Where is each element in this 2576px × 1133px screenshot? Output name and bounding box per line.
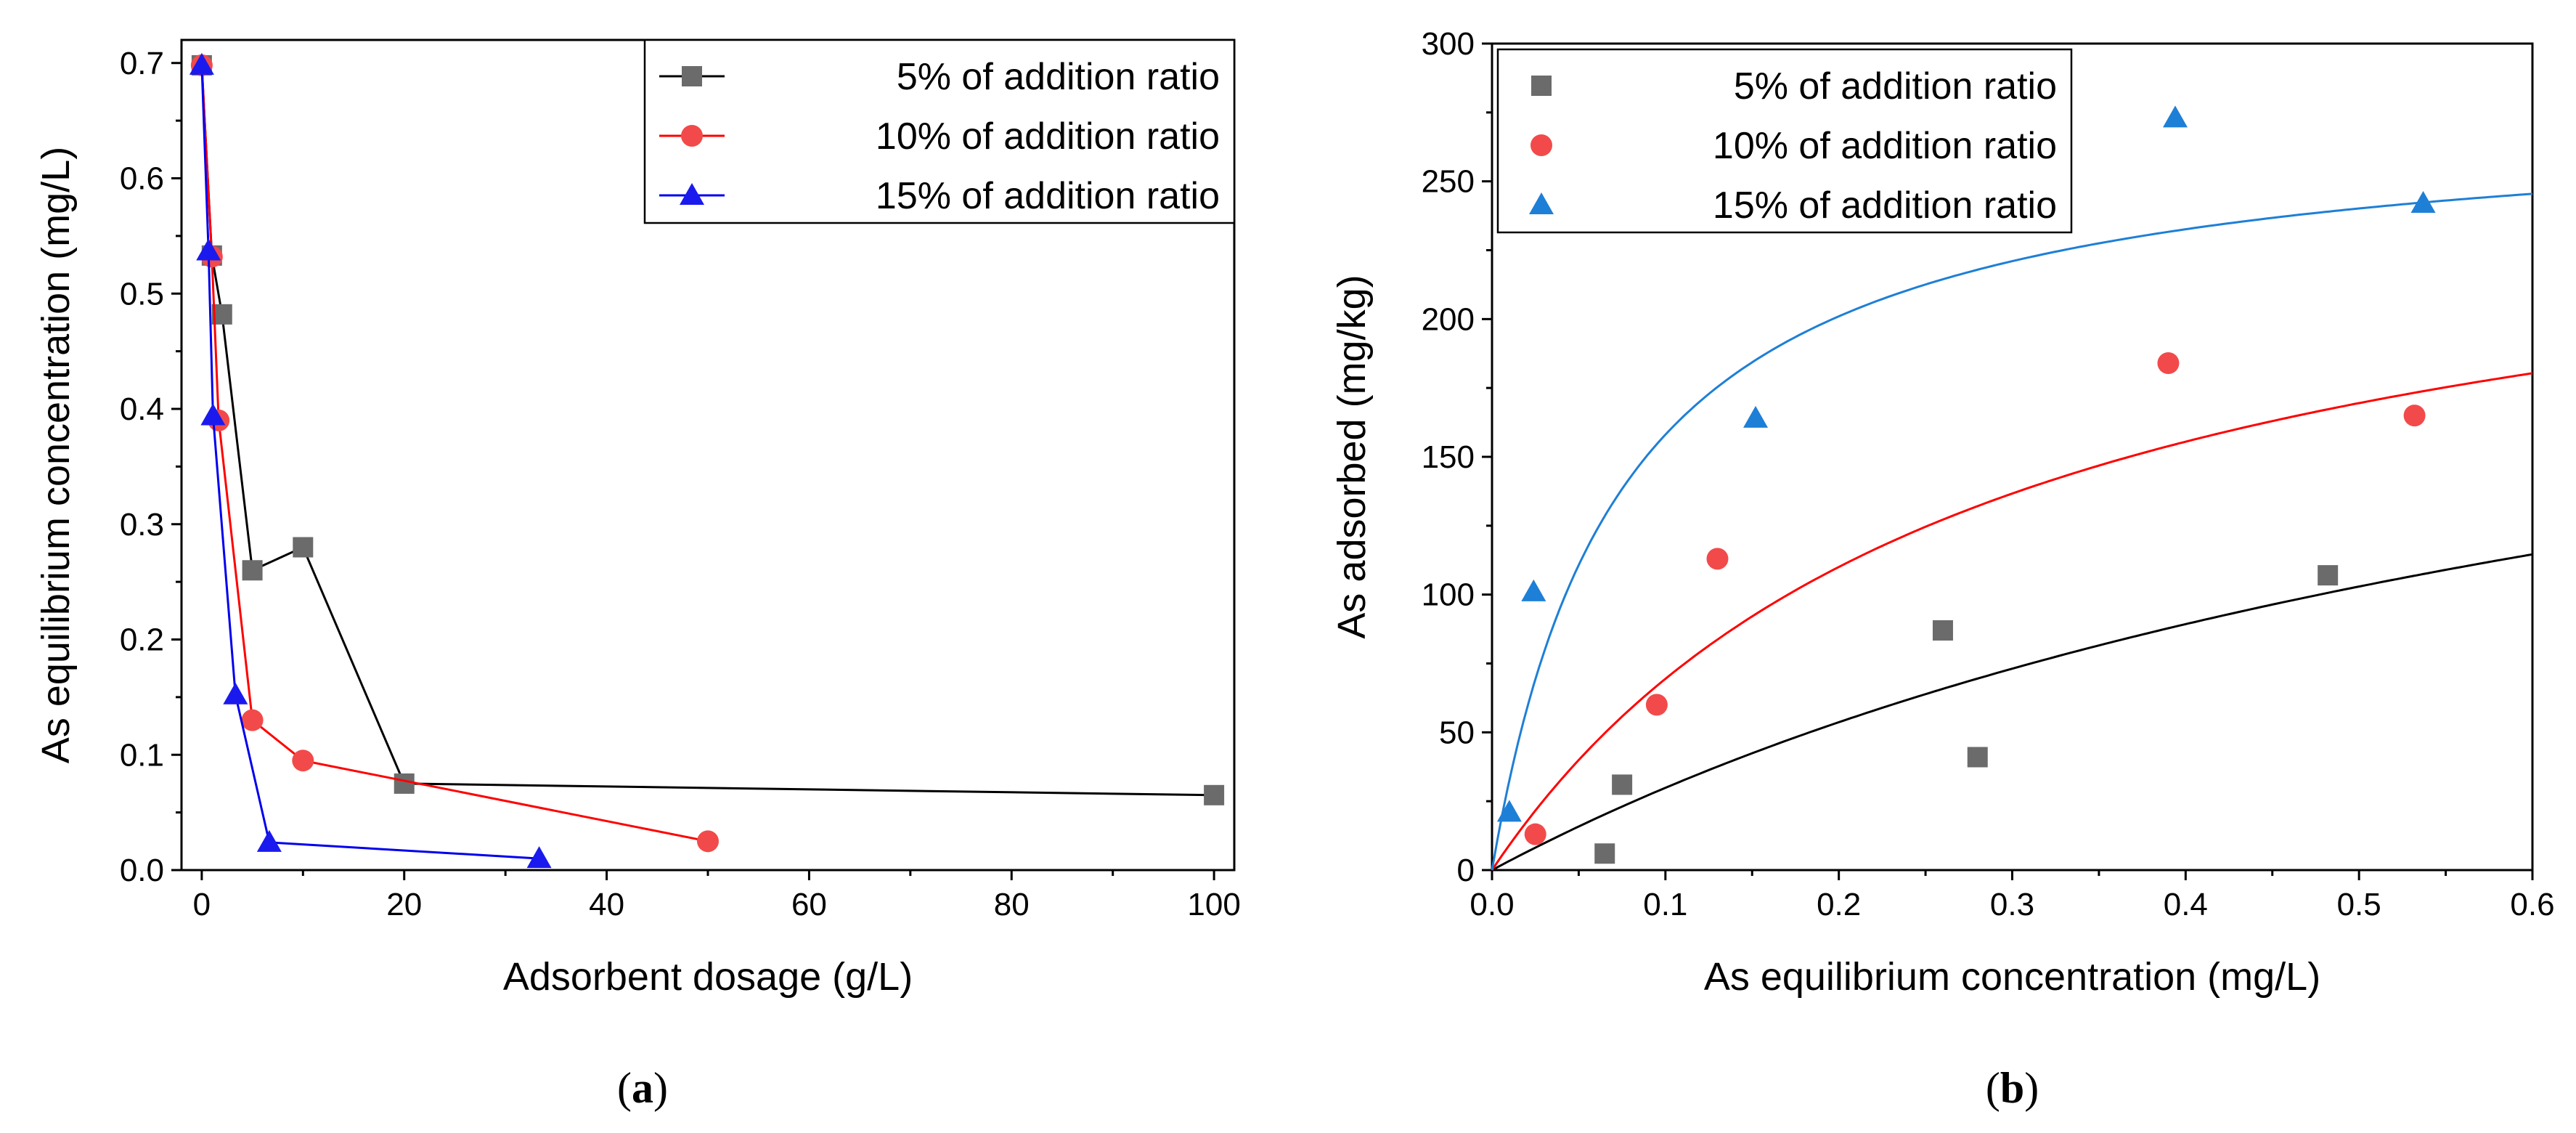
legend-label: 10% of addition ratio — [876, 115, 1220, 158]
data-point — [2163, 105, 2188, 128]
legend: 5% of addition ratio 10% of addition rati… — [643, 38, 1236, 224]
data-point — [256, 829, 282, 852]
panel-a: Adsorbent dosage (g/L) As equilibrium co… — [34, 38, 1241, 1112]
data-point — [1743, 405, 1769, 428]
x-tick-label: 100 — [1187, 887, 1240, 922]
legend: 5% of addition ratio 10% of addition rati… — [1496, 48, 2073, 234]
y-tick-label: 150 — [1422, 439, 1475, 475]
legend-marker — [1531, 76, 1552, 96]
caption-letter: b — [2000, 1064, 2024, 1112]
legend-label: 5% of addition ratio — [1734, 65, 2057, 107]
legend-marker — [1529, 192, 1554, 214]
panel-a-x-axis-label: Adsorbent dosage (g/L) — [503, 955, 913, 999]
legend-label: 15% of addition ratio — [1713, 184, 2057, 227]
data-point — [1524, 823, 1546, 845]
data-point — [1706, 548, 1729, 570]
data-point — [189, 52, 214, 75]
data-point — [2410, 191, 2436, 214]
data-point — [1204, 784, 1225, 805]
data-point — [242, 560, 263, 581]
data-point — [292, 750, 314, 772]
data-point — [2403, 405, 2426, 427]
data-point — [1496, 800, 1522, 822]
data-point — [196, 238, 221, 261]
y-tick-label: 300 — [1422, 26, 1475, 62]
panel-b-x-axis-label: As equilibrium concentration (mg/L) — [1704, 955, 2320, 999]
series-line — [200, 65, 539, 860]
legend-marker — [1530, 134, 1552, 156]
legend-label: 10% of addition ratio — [1713, 125, 2057, 167]
data-point — [1612, 774, 1633, 795]
caption-open-paren: ( — [1986, 1064, 2000, 1112]
legend-label: 15% of addition ratio — [876, 175, 1220, 217]
legend-marker — [681, 125, 703, 147]
data-point — [241, 709, 264, 731]
legend-marker — [682, 66, 702, 86]
x-tick-label: 0.5 — [2337, 887, 2381, 922]
y-tick-label: 200 — [1422, 301, 1475, 337]
panel-b-y-axis-label: As adsorbed (mg/kg) — [1330, 275, 1374, 638]
y-tick-label: 100 — [1422, 577, 1475, 613]
fit-curve — [1491, 372, 2533, 871]
x-tick-label: 80 — [994, 887, 1030, 922]
data-point — [2157, 352, 2180, 375]
x-tick-label: 0.3 — [1990, 887, 2034, 922]
panel-b: As equilibrium concentration (mg/L) As a… — [1330, 26, 2555, 1112]
fit-curve — [1491, 192, 2533, 871]
caption-open-paren: ( — [617, 1064, 632, 1112]
data-point — [1521, 579, 1546, 601]
y-tick-label: 0 — [1457, 853, 1475, 888]
y-tick-label: 0.6 — [120, 161, 164, 197]
legend-marker — [680, 183, 704, 205]
x-tick-label: 20 — [386, 887, 422, 922]
x-tick-label: 0.1 — [1643, 887, 1687, 922]
panel-a-caption: (a) — [617, 1064, 668, 1112]
data-point — [1967, 747, 1988, 768]
caption-letter: a — [632, 1064, 653, 1112]
data-point — [200, 403, 226, 426]
data-point — [223, 682, 248, 704]
y-tick-label: 250 — [1422, 164, 1475, 200]
data-point — [697, 830, 719, 853]
legend-box — [643, 38, 1236, 224]
data-point — [1594, 843, 1615, 864]
legend-box — [1496, 48, 2073, 234]
caption-close-paren: ) — [2024, 1064, 2039, 1112]
y-tick-label: 50 — [1439, 715, 1475, 750]
data-point — [2318, 565, 2339, 586]
y-tick-label: 0.2 — [120, 622, 164, 658]
data-point — [526, 846, 552, 869]
x-tick-label: 0.0 — [1470, 887, 1514, 922]
legend-label: 5% of addition ratio — [897, 56, 1220, 98]
x-tick-label: 0 — [193, 887, 211, 922]
y-tick-label: 0.4 — [120, 391, 164, 427]
x-tick-label: 0.6 — [2510, 887, 2554, 922]
y-tick-label: 0.3 — [120, 507, 164, 543]
x-tick-label: 0.2 — [1817, 887, 1861, 922]
panel-b-caption: (b) — [1986, 1064, 2039, 1112]
caption-close-paren: ) — [653, 1064, 668, 1112]
data-point — [293, 537, 314, 558]
data-point — [1645, 694, 1668, 716]
series-line — [200, 65, 709, 842]
y-tick-label: 0.0 — [120, 853, 164, 888]
y-tick-label: 0.7 — [120, 46, 164, 81]
y-tick-label: 0.5 — [120, 276, 164, 312]
x-tick-label: 0.4 — [2164, 887, 2208, 922]
x-tick-label: 60 — [791, 887, 827, 922]
data-point — [394, 773, 415, 794]
fit-curve — [1491, 553, 2533, 872]
panel-a-y-axis-label: As equilibrium concentration (mg/L) — [34, 147, 78, 763]
data-point — [1932, 620, 1953, 641]
y-tick-label: 0.1 — [120, 737, 164, 773]
x-tick-label: 40 — [589, 887, 624, 922]
